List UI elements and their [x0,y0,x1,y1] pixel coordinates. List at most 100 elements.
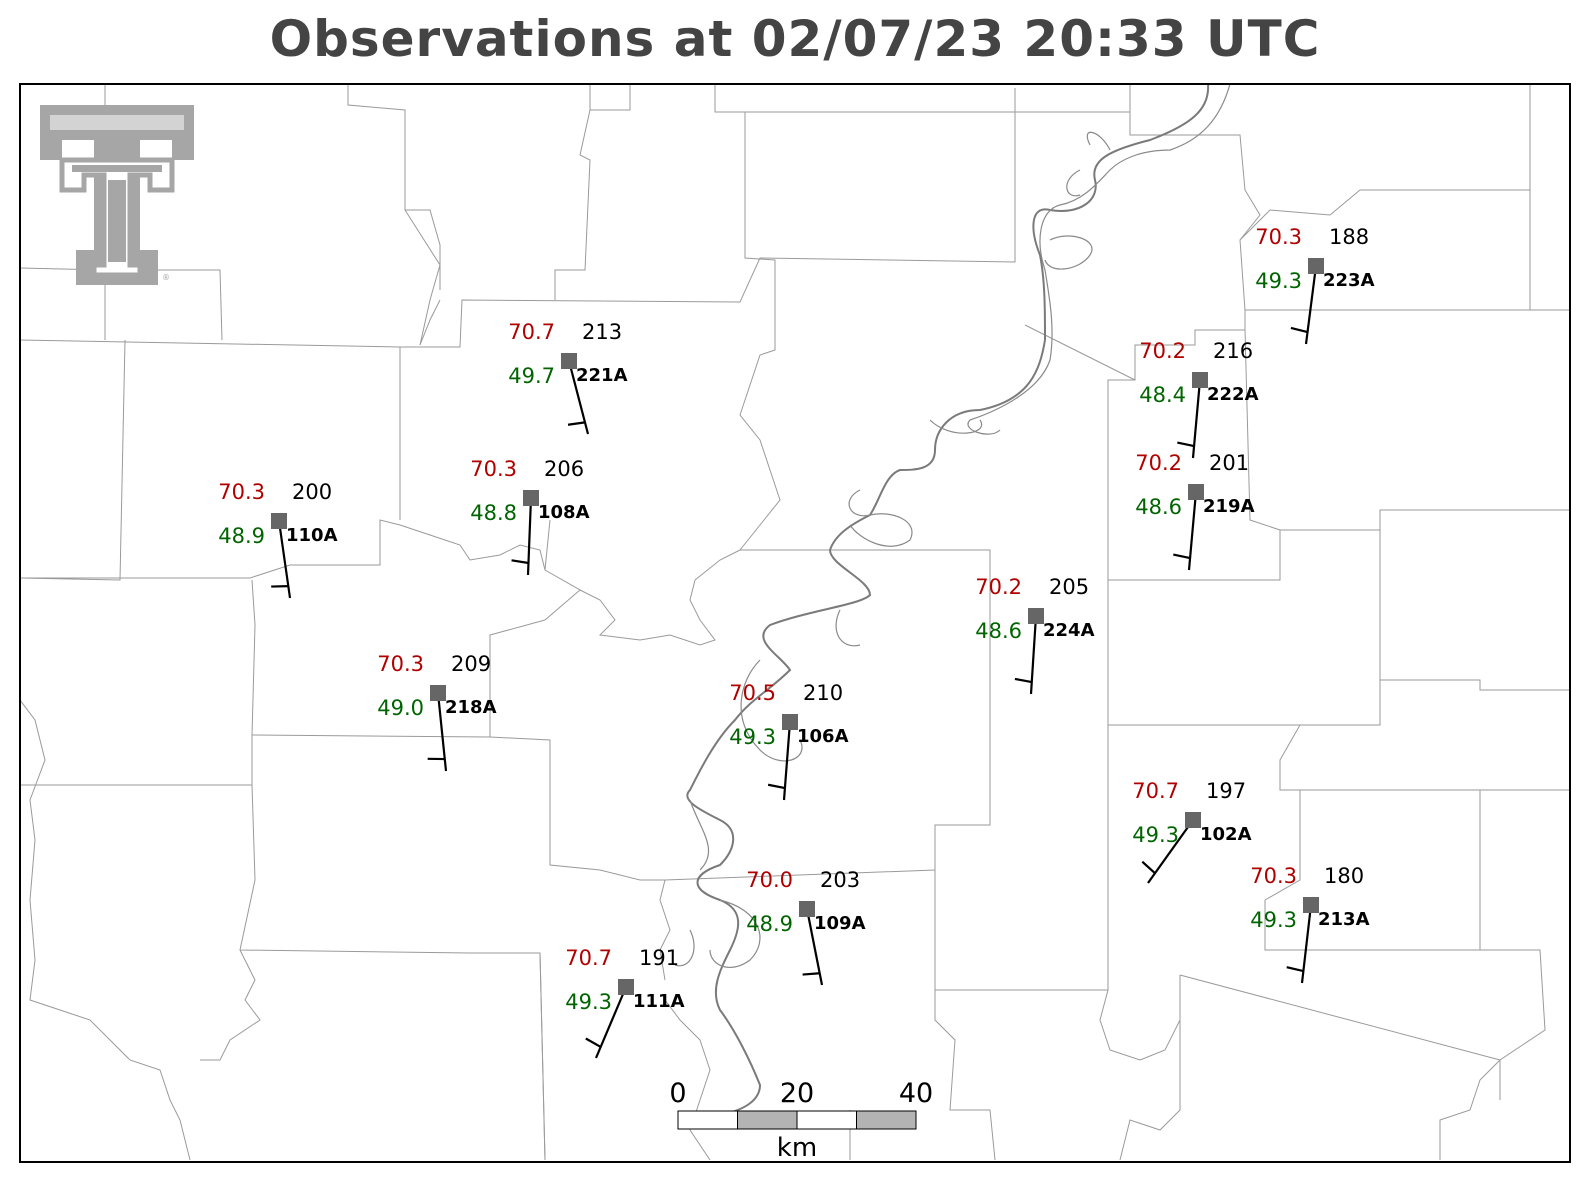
station-marker [430,685,446,701]
station-id: 213A [1318,909,1370,930]
scale-bar-tick-0: 0 [669,1078,686,1109]
station-dewpoint: 49.3 [1132,823,1179,847]
scale-bar: 0 20 40 km [669,1078,933,1163]
station-plot-111A: 70.7 191 49.3 111A [565,946,685,1059]
station-pressure: 203 [820,868,860,892]
station-id: 109A [814,913,866,934]
wind-barb-staff [1304,265,1318,345]
wind-barb-staff [1029,615,1038,695]
station-dewpoint: 48.6 [975,619,1022,643]
station-plot-222A: 70.2 216 48.4 222A [1139,339,1259,459]
station-marker [1028,608,1044,624]
scale-bar-tick-20: 20 [780,1078,814,1109]
station-pressure: 205 [1049,575,1089,599]
station-plot-219A: 70.2 201 48.6 219A [1135,451,1255,571]
station-id: 223A [1323,270,1375,291]
station-id: 110A [286,525,338,546]
station-marker [523,490,539,506]
station-id: 106A [797,726,849,747]
station-plot-109A: 70.0 203 48.9 109A [746,868,866,986]
station-marker [618,979,634,995]
station-pressure: 188 [1329,225,1369,249]
station-temperature: 70.2 [1139,339,1186,363]
texas-tech-double-t-logo-icon [40,105,194,285]
wind-barb-flag [1141,860,1156,875]
scale-bar-segment-3 [796,1110,857,1130]
station-dewpoint: 49.0 [377,696,424,720]
station-pressure: 209 [451,652,491,676]
station-pressure: 197 [1206,779,1246,803]
station-id: 218A [445,697,497,718]
wind-barb-flag [1173,553,1191,560]
station-marker [1192,372,1208,388]
station-plot-224A: 70.2 205 48.6 224A [975,575,1095,695]
station-marker [799,901,815,917]
station-id: 219A [1203,496,1255,517]
station-dewpoint: 49.3 [1255,269,1302,293]
wind-barb-staff [1187,491,1198,571]
station-dewpoint: 49.3 [1250,908,1297,932]
station-plot-102A: 70.7 197 49.3 102A [1132,779,1252,884]
wind-barb-flag [585,1037,602,1048]
wind-barb-flag [1014,677,1032,684]
station-temperature: 70.2 [1135,451,1182,475]
station-temperature: 70.7 [1132,779,1179,803]
station-pressure: 206 [544,457,584,481]
station-marker [1303,897,1319,913]
station-id: 224A [1043,620,1095,641]
station-dewpoint: 49.7 [508,364,555,388]
station-marker [1308,258,1324,274]
wind-barb-flag [767,783,786,790]
station-plot-218A: 70.3 209 49.0 218A [377,652,497,772]
wind-barb-flag [1177,441,1195,448]
station-plot-110A: 70.3 200 48.9 110A [218,480,338,599]
scale-bar-unit: km [777,1133,817,1163]
wind-barb-flag [1286,966,1304,973]
scale-bar-segment-2 [737,1110,798,1130]
station-marker [271,513,287,529]
station-marker [561,353,577,369]
station-temperature: 70.0 [746,868,793,892]
county-boundaries [20,84,1570,1161]
station-id: 111A [633,991,685,1012]
wind-barb-staff [1300,904,1313,984]
logo-registered-mark: ® [162,273,170,282]
station-temperature: 70.7 [565,946,612,970]
scale-bar-segment-1 [677,1110,738,1130]
station-dewpoint: 48.6 [1135,495,1182,519]
station-dewpoint: 48.8 [470,501,517,525]
station-marker [1188,484,1204,500]
station-temperature: 70.3 [218,480,265,504]
station-pressure: 191 [639,946,679,970]
station-plot-108A: 70.3 206 48.8 108A [470,457,590,576]
station-dewpoint: 49.3 [729,725,776,749]
map-title: Observations at 02/07/23 20:33 UTC [269,10,1321,68]
map-frame [19,83,1571,1163]
station-dewpoint: 48.9 [746,912,793,936]
wind-barb-flag [1290,326,1308,334]
station-temperature: 70.7 [508,320,555,344]
station-id: 102A [1200,824,1252,845]
wind-barb-staff [1191,379,1202,459]
station-pressure: 201 [1209,451,1249,475]
station-temperature: 70.2 [975,575,1022,599]
station-plot-223A: 70.3 188 49.3 223A [1255,225,1375,345]
station-temperature: 70.3 [377,652,424,676]
station-id: 108A [538,502,590,523]
station-plots: 70.7 213 49.7 221A 70.3 206 48.8 108A 70.3 200 48.… [218,225,1375,1059]
station-pressure: 180 [1324,864,1364,888]
station-plot-221A: 70.7 213 49.7 221A [508,320,628,435]
station-id: 221A [576,365,628,386]
station-pressure: 210 [803,681,843,705]
station-temperature: 70.3 [1250,864,1297,888]
station-pressure: 213 [582,320,622,344]
scale-bar-tick-40: 40 [899,1078,933,1109]
wind-barb-flag [511,559,529,565]
station-id: 222A [1207,384,1259,405]
wind-barb-flag [802,972,820,976]
station-temperature: 70.3 [470,457,517,481]
wind-barb-flag [567,421,586,426]
scale-bar-segment-4 [856,1110,917,1130]
station-dewpoint: 49.3 [565,990,612,1014]
